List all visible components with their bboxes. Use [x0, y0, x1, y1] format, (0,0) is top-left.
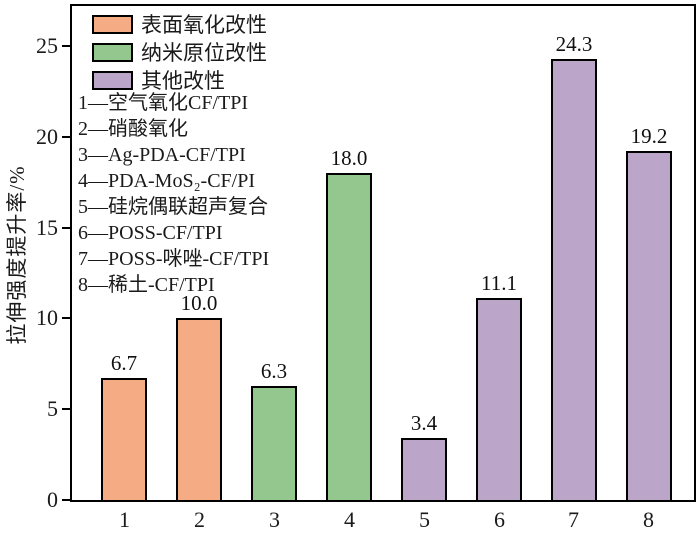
- bar-2: [176, 318, 222, 500]
- x-tick-label: 3: [269, 507, 280, 532]
- bars-container: 6.7 10.0 6.3 18.0 3.4 11.1 24.3 19.2: [72, 6, 694, 500]
- legend-item-surface-oxidation: 表面氧化改性: [92, 10, 267, 38]
- x-tick-label: 8: [643, 507, 654, 532]
- legend-label: 其他改性: [141, 69, 225, 93]
- annotation-line: 6—POSS-CF/TPI: [78, 222, 223, 244]
- bar-value-label: 24.3: [555, 32, 593, 56]
- legend-item-nano-insitu: 纳米原位改性: [92, 38, 267, 66]
- annotation-line: 4—PDA-MoS₂-CF/PI: [78, 170, 256, 192]
- legend-swatch-nano-insitu: [92, 42, 133, 62]
- bar-1: [101, 378, 147, 500]
- annotation-line: 7—POSS-咪唑-CF/TPI: [78, 248, 270, 270]
- legend-label: 表面氧化改性: [141, 13, 267, 37]
- plot-area: 表面氧化改性 纳米原位改性 其他改性 1—空气氧化CF/TPI 2—硝酸氧化 3…: [70, 4, 696, 502]
- annotation-line: 3—Ag-PDA-CF/TPI: [78, 144, 246, 166]
- legend-label: 纳米原位改性: [141, 41, 267, 65]
- bar-value-label: 10.0: [180, 291, 218, 315]
- annotation-line: 2—硝酸氧化: [78, 118, 188, 140]
- annotation-line: 8—稀土-CF/TPI: [78, 274, 215, 296]
- annotation-list: 1—空气氧化CF/TPI 2—硝酸氧化 3—Ag-PDA-CF/TPI 4—PD…: [78, 90, 269, 298]
- x-tick-label: 5: [419, 507, 430, 532]
- y-tick-label: 20: [36, 124, 58, 149]
- y-tick-label: 5: [47, 396, 58, 421]
- bar-6: [476, 298, 522, 500]
- x-tick-label: 6: [494, 507, 505, 532]
- y-tick-mark: [62, 227, 70, 229]
- bar-value-label: 6.3: [260, 359, 288, 383]
- y-tick-label: 0: [47, 487, 58, 512]
- bar-5: [401, 438, 447, 500]
- bar-value-label: 11.1: [481, 271, 517, 295]
- y-axis-title: 拉伸强度提升率/%: [5, 165, 29, 345]
- y-tick-mark: [62, 45, 70, 47]
- y-tick-label: 25: [36, 33, 58, 58]
- x-tick-label: 2: [194, 507, 205, 532]
- y-tick-mark: [62, 499, 70, 501]
- legend: 表面氧化改性 纳米原位改性 其他改性: [92, 10, 267, 94]
- y-tick-mark: [62, 317, 70, 319]
- bar-value-label: 3.4: [410, 411, 438, 435]
- bar-value-label: 6.7: [110, 351, 138, 375]
- annotation-line: 5—硅烷偶联超声复合: [78, 196, 268, 218]
- bar-4: [326, 173, 372, 500]
- bar-value-label: 18.0: [330, 146, 368, 170]
- y-tick-mark: [62, 136, 70, 138]
- x-tick-label: 4: [344, 507, 355, 532]
- x-tick-label: 7: [568, 507, 579, 532]
- bar-3: [251, 386, 297, 500]
- legend-swatch-surface-oxidation: [92, 14, 133, 34]
- y-tick-mark: [62, 408, 70, 410]
- bar-7: [551, 59, 597, 500]
- x-tick-label: 1: [119, 507, 130, 532]
- bar-8: [626, 151, 672, 500]
- legend-item-other: 其他改性: [92, 66, 267, 94]
- bar-value-label: 19.2: [630, 124, 668, 148]
- legend-swatch-other: [92, 70, 133, 90]
- annotation-line: 1—空气氧化CF/TPI: [78, 92, 249, 114]
